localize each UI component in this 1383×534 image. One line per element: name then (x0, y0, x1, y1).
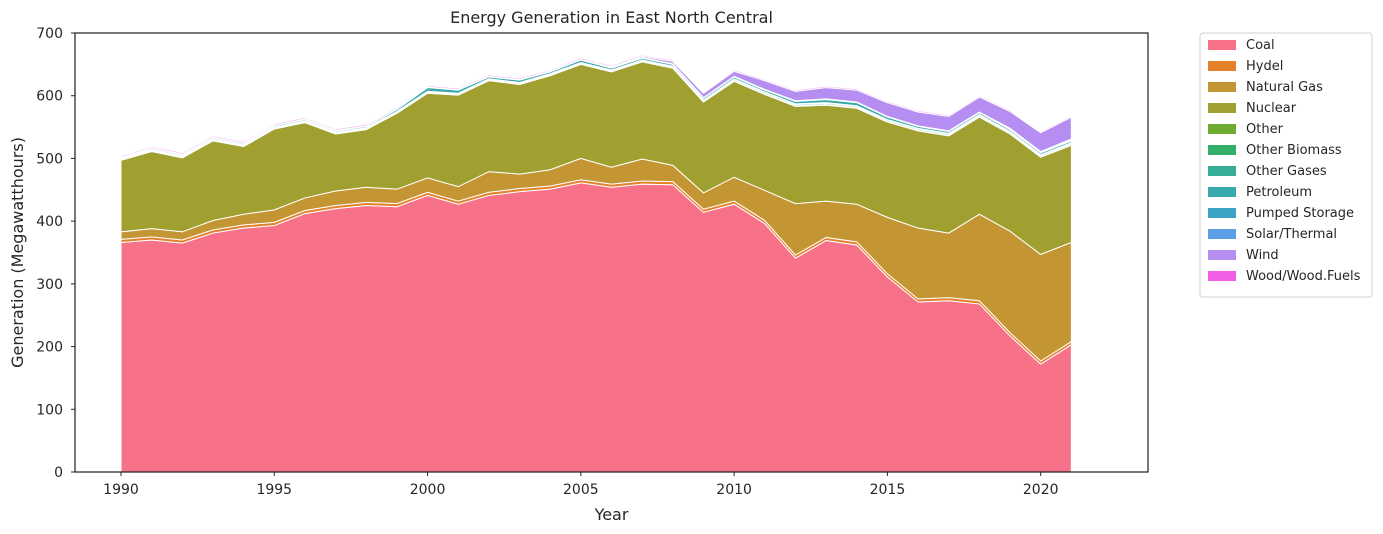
area-wood-wood-fuels (120, 54, 1072, 158)
legend-label-natural-gas: Natural Gas (1246, 80, 1323, 95)
y-tick-label: 600 (36, 89, 63, 105)
legend-swatch-petroleum (1208, 187, 1236, 197)
legend-label-wind: Wind (1246, 248, 1279, 263)
legend-label-pumped-storage: Pumped Storage (1246, 206, 1354, 221)
axes: 1990 1995 2000 2005 2010 2015 2020 0 100 200 300 40… (36, 26, 1058, 498)
legend-swatch-other-gases (1208, 166, 1236, 176)
y-axis-label: Generation (Megawatthours) (8, 137, 27, 368)
legend-label-solar-thermal: Solar/Thermal (1246, 227, 1337, 242)
y-tick-label: 400 (36, 214, 63, 230)
x-tick-label: 2000 (410, 482, 446, 498)
legend-swatch-solar-thermal (1208, 229, 1236, 239)
x-tick-label: 2010 (716, 482, 752, 498)
y-tick-label: 300 (36, 277, 63, 293)
legend-swatch-wind (1208, 250, 1236, 260)
legend-label-other-biomass: Other Biomass (1246, 143, 1342, 158)
plot-frame (74, 32, 1149, 473)
legend-label-nuclear: Nuclear (1246, 101, 1297, 116)
x-tick-label: 2020 (1023, 482, 1059, 498)
y-tick-label: 0 (54, 465, 63, 481)
y-tick-label: 700 (36, 26, 63, 42)
legend-swatch-hydel (1208, 61, 1236, 71)
legend-swatch-wood-wood-fuels (1208, 271, 1236, 281)
legend-label-wood-wood-fuels: Wood/Wood.Fuels (1246, 269, 1361, 284)
legend-label-hydel: Hydel (1246, 59, 1283, 74)
legend-label-other-gases: Other Gases (1246, 164, 1327, 179)
legend-box (1199, 32, 1373, 298)
legend-swatch-nuclear (1208, 103, 1236, 113)
legend-swatch-coal (1208, 40, 1236, 50)
legend-label-coal: Coal (1246, 38, 1275, 53)
legend-swatch-other-biomass (1208, 145, 1236, 155)
legend: Coal Hydel Natural Gas Nuclear Other Other Bi… (1199, 32, 1373, 298)
legend-label-other: Other (1246, 122, 1284, 137)
legend-label-petroleum: Petroleum (1246, 185, 1312, 200)
x-tick-label: 2005 (563, 482, 599, 498)
legend-swatch-other (1208, 124, 1236, 134)
y-tick-label: 200 (36, 340, 63, 356)
x-tick-label: 1995 (256, 482, 292, 498)
x-tick-label: 2015 (870, 482, 906, 498)
y-tick-label: 500 (36, 151, 63, 167)
x-axis-label: Year (594, 505, 629, 524)
legend-swatch-pumped-storage (1208, 208, 1236, 218)
x-tick-label: 1990 (103, 482, 139, 498)
legend-swatch-natural-gas (1208, 82, 1236, 92)
y-tick-label: 100 (36, 402, 63, 418)
chart-title: Energy Generation in East North Central (450, 8, 773, 27)
